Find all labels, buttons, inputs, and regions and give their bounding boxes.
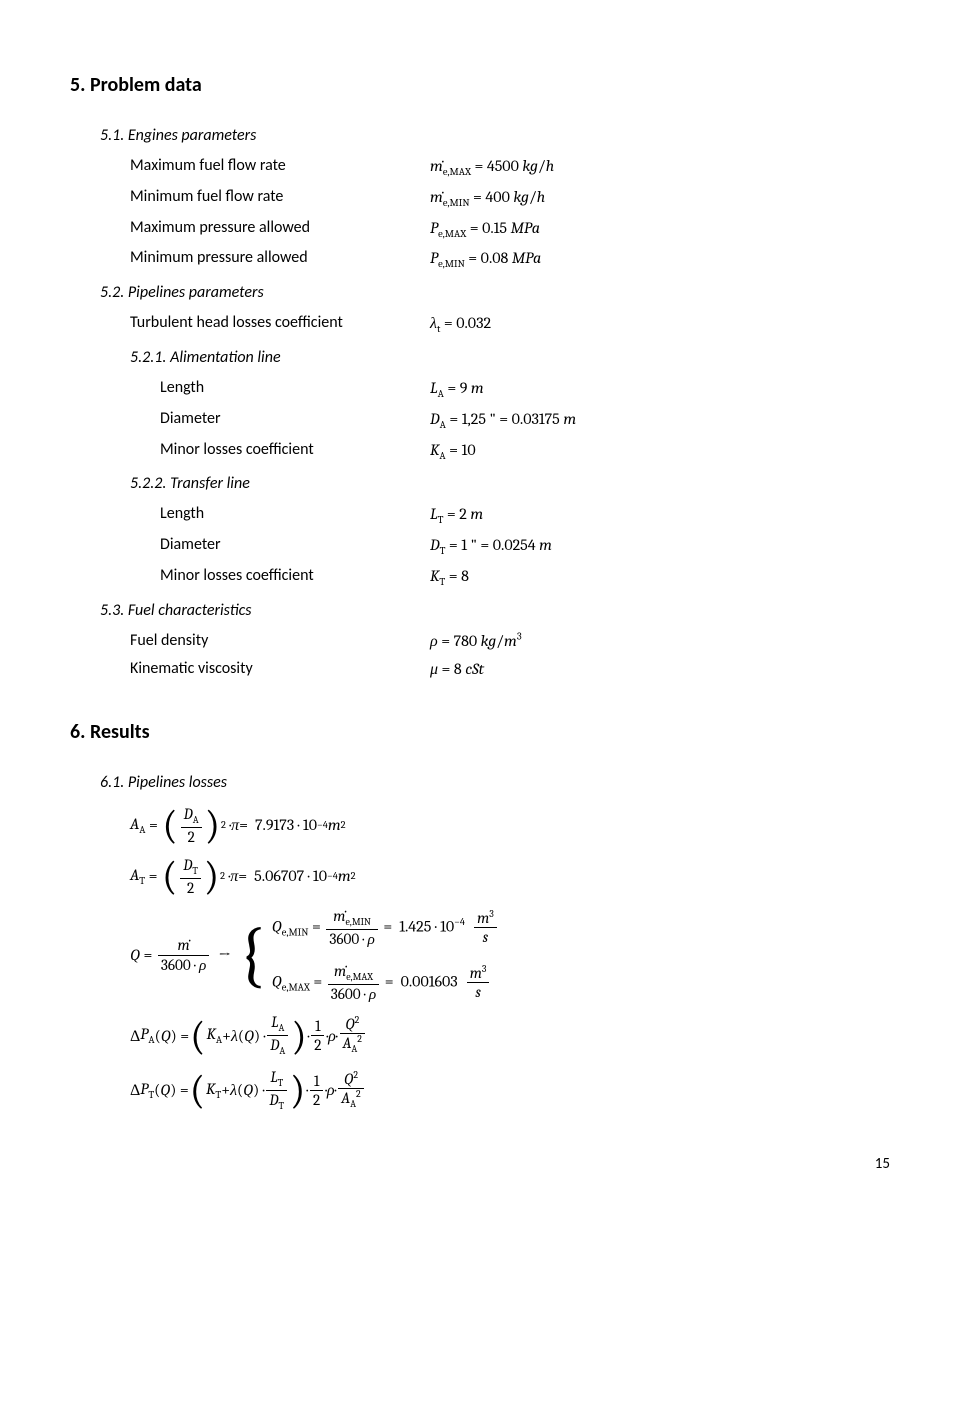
param-label: Minimum fuel flow rate (130, 185, 430, 212)
section-5-1-heading: 5.1. Engines parameters (100, 124, 890, 148)
param-row: Maximum fuel flow rate ṁe,MAX = 4500 kg/… (70, 154, 890, 181)
param-row: Minimum fuel flow rate ṁe,MIN = 400 kg/h (70, 185, 890, 212)
section-5-2-heading: 5.2. Pipelines parameters (100, 281, 890, 305)
param-label: Maximum fuel flow rate (130, 154, 430, 181)
equation-AA: AA = ( DA2 )2 · π = 7.9173 · 10−4 m2 (130, 805, 890, 846)
section-6-title: 6. Results (70, 717, 890, 747)
param-value: λt = 0.032 (430, 311, 491, 338)
equation-AT: AT = ( DT2 )2 · π = 5.06707 · 10−4 m2 (130, 856, 890, 897)
equation-dPT: ΔPT(Q) = ( KT + λ(Q) · LTDT ) · 12 · ρ ·… (130, 1068, 890, 1113)
equation-Qmin: Qe,MIN = ṁe,MIN3600 · ρ = 1.425 · 10−4 m… (272, 907, 499, 948)
param-row: Minimum pressure allowed Pe,MIN = 0.08 M… (70, 246, 890, 273)
section-5-2-1-heading: 5.2.1. Alimentation line (130, 346, 890, 370)
param-row: Length LT = 2 m (70, 502, 890, 529)
param-row: Fuel density ρ = 780 kg/m3 (70, 629, 890, 653)
param-row: Minor losses coefficient KA = 10 (70, 438, 890, 465)
param-value: KA = 10 (430, 438, 476, 465)
section-6-1-heading: 6.1. Pipelines losses (100, 771, 890, 795)
param-label: Minor losses coefficient (160, 564, 430, 591)
param-value: ṁe,MAX = 4500 kg/h (430, 154, 554, 181)
param-label: Diameter (160, 533, 430, 560)
param-label: Length (160, 502, 430, 529)
param-row: Kinematic viscosity μ = 8 cSt (70, 657, 890, 681)
param-row: Maximum pressure allowed Pe,MAX = 0.15 M… (70, 216, 890, 243)
param-label: Minor losses coefficient (160, 438, 430, 465)
equation-Q: Q = ṁ3600 · ρ → { Qe,MIN = ṁe,MIN3600 · … (130, 907, 890, 1003)
param-value: ṁe,MIN = 400 kg/h (430, 185, 545, 212)
param-label: Fuel density (130, 629, 430, 653)
param-value: Pe,MAX = 0.15 MPa (430, 216, 540, 243)
param-label: Kinematic viscosity (130, 657, 430, 681)
param-value: KT = 8 (430, 564, 469, 591)
param-label: Diameter (160, 407, 430, 434)
section-5-2-2-heading: 5.2.2. Transfer line (130, 472, 890, 496)
param-label: Length (160, 376, 430, 403)
param-value: Pe,MIN = 0.08 MPa (430, 246, 541, 273)
param-label: Minimum pressure allowed (130, 246, 430, 273)
param-row: Diameter DA = 1,25 " = 0.03175 m (70, 407, 890, 434)
param-row: Minor losses coefficient KT = 8 (70, 564, 890, 591)
param-value: DT = 1 " = 0.0254 m (430, 533, 552, 560)
equation-dPA: ΔPA(Q) = ( KA + λ(Q) · LADA ) · 12 · ρ ·… (130, 1013, 890, 1058)
param-label: Turbulent head losses coefficient (130, 311, 430, 338)
section-5-3-heading: 5.3. Fuel characteristics (100, 599, 890, 623)
param-row: Turbulent head losses coefficient λt = 0… (70, 311, 890, 338)
param-value: μ = 8 cSt (430, 657, 484, 681)
param-value: ρ = 780 kg/m3 (430, 629, 522, 653)
param-value: LT = 2 m (430, 502, 483, 529)
param-value: DA = 1,25 " = 0.03175 m (430, 407, 576, 434)
param-label: Maximum pressure allowed (130, 216, 430, 243)
param-value: LA = 9 m (430, 376, 484, 403)
page-number: 15 (70, 1153, 890, 1176)
param-row: Length LA = 9 m (70, 376, 890, 403)
param-row: Diameter DT = 1 " = 0.0254 m (70, 533, 890, 560)
section-5-title: 5. Problem data (70, 70, 890, 100)
equation-Qmax: Qe,MAX = ṁe,MAX3600 · ρ = 0.001603 m3s (272, 962, 499, 1003)
